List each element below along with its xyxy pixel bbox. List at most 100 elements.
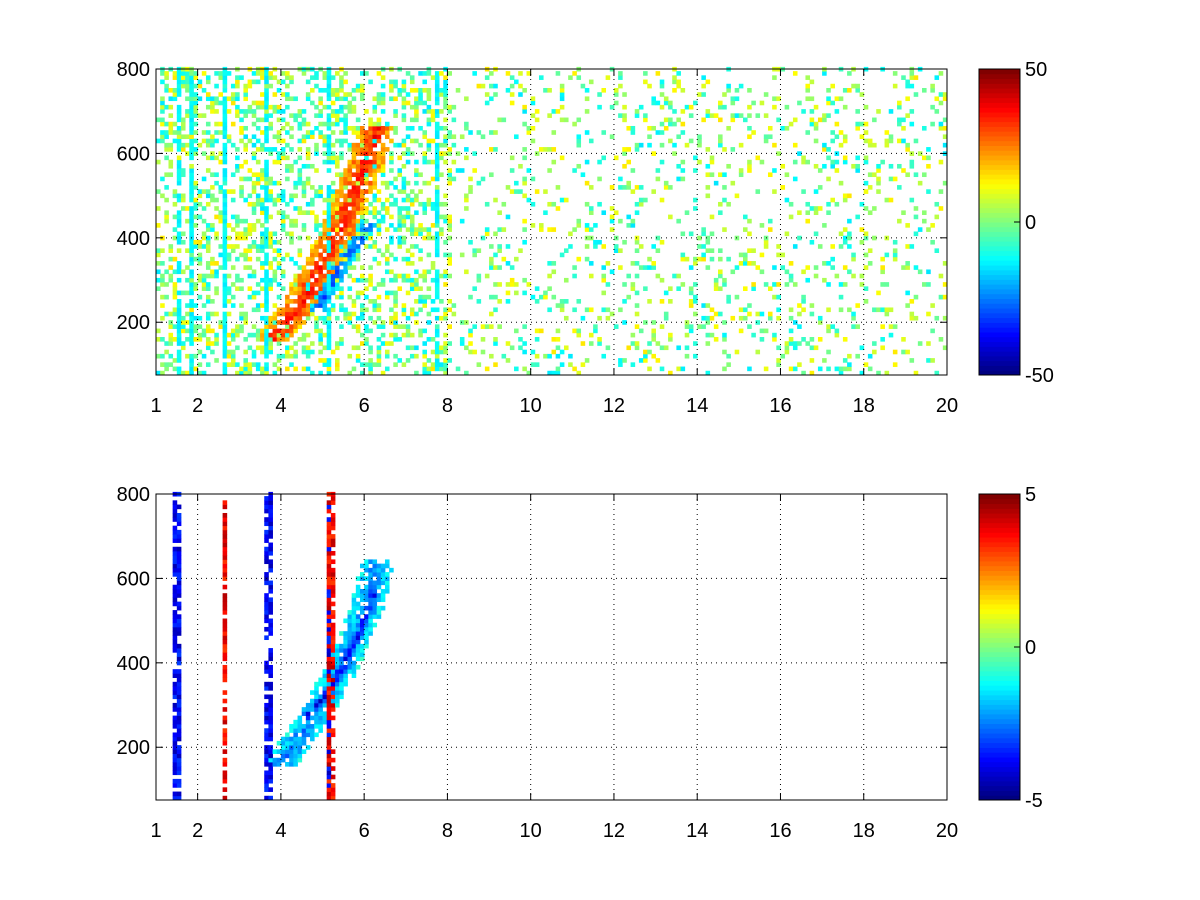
heatmap-cell: [160, 370, 165, 376]
heatmap-cell: [330, 593, 336, 598]
heatmap-cell: [630, 341, 636, 346]
colorbar-tick-label: 0: [1025, 212, 1036, 234]
heatmap-cell: [172, 686, 178, 691]
x-tick-label: 8: [442, 395, 453, 417]
heatmap-cell: [335, 206, 340, 211]
heatmap-cell: [418, 142, 423, 148]
heatmap-cell: [559, 362, 565, 367]
heatmap-cell: [176, 324, 182, 329]
heatmap-cell: [384, 269, 390, 275]
heatmap-cell: [863, 180, 869, 186]
heatmap-cell: [805, 277, 811, 283]
heatmap-cell: [222, 189, 228, 194]
heatmap-cell: [339, 180, 344, 186]
heatmap-cell: [335, 239, 340, 245]
heatmap-cell: [301, 282, 307, 287]
heatmap-cell: [347, 227, 353, 232]
heatmap-cell: [264, 783, 269, 788]
heatmap-cell: [443, 75, 448, 80]
heatmap-cells: [156, 66, 948, 376]
heatmap-cell: [364, 172, 369, 178]
heatmap-cell: [351, 87, 357, 93]
heatmap-cell: [368, 201, 373, 207]
heatmap-cell: [280, 210, 286, 216]
heatmap-cell: [247, 370, 253, 376]
heatmap-cell: [193, 328, 199, 334]
heatmap-cell: [251, 332, 257, 338]
heatmap-cell: [434, 286, 440, 291]
heatmap-cell: [489, 256, 494, 262]
heatmap-cell: [314, 719, 319, 725]
heatmap-cell: [326, 273, 332, 279]
heatmap-cell: [326, 307, 332, 313]
heatmap-cell: [863, 286, 869, 291]
heatmap-cell: [268, 622, 273, 628]
heatmap-cell: [205, 227, 211, 232]
heatmap-cell: [301, 269, 307, 275]
heatmap-cell: [722, 92, 727, 97]
heatmap-cell: [205, 75, 211, 80]
heatmap-cell: [430, 201, 436, 207]
heatmap-cell: [926, 311, 931, 317]
heatmap-cell: [276, 79, 282, 85]
heatmap-cell: [434, 197, 440, 203]
heatmap-cell: [222, 749, 228, 754]
heatmap-cell: [264, 303, 269, 308]
colorbar-swatch: [979, 317, 1020, 323]
heatmap-cell: [668, 370, 673, 376]
heatmap-cell: [222, 757, 228, 763]
heatmap-cell: [318, 252, 323, 258]
heatmap-cell: [355, 622, 361, 628]
x-tick-label: 12: [603, 820, 625, 842]
heatmap-cell: [326, 681, 332, 687]
heatmap-cell: [405, 277, 411, 283]
heatmap-cell: [205, 239, 211, 245]
heatmap-cell: [326, 96, 332, 102]
heatmap-cell: [189, 168, 194, 173]
heatmap-cell: [318, 681, 323, 687]
heatmap-cell: [938, 189, 944, 194]
heatmap-cell: [180, 328, 186, 334]
heatmap-cell: [226, 311, 232, 317]
heatmap-cell: [622, 185, 627, 190]
heatmap-cell: [676, 134, 681, 140]
heatmap-cell: [335, 656, 340, 662]
heatmap-cell: [368, 631, 373, 636]
heatmap-cell: [355, 117, 361, 123]
heatmap-cell: [651, 337, 656, 342]
heatmap-cell: [268, 239, 273, 245]
heatmap-cell: [409, 87, 415, 93]
heatmap-cell: [172, 639, 178, 645]
heatmap-cell: [393, 332, 398, 338]
heatmap-cell: [434, 79, 440, 85]
heatmap-cell: [318, 100, 323, 106]
heatmap-cell: [239, 231, 244, 237]
heatmap-cell: [551, 159, 557, 165]
heatmap-cell: [364, 626, 369, 632]
heatmap-cell: [355, 87, 361, 93]
heatmap-cell: [339, 185, 344, 190]
heatmap-cell: [189, 185, 194, 190]
heatmap-cell: [301, 138, 307, 144]
heatmap-cell: [314, 265, 319, 270]
heatmap-cell: [180, 231, 186, 237]
heatmap-cell: [622, 92, 627, 97]
heatmap-cell: [260, 185, 265, 190]
heatmap-cell: [397, 214, 403, 220]
heatmap-cell: [355, 185, 361, 190]
heatmap-cell: [264, 732, 269, 738]
colorbar-swatch: [979, 694, 1020, 701]
heatmap-cell: [426, 142, 432, 148]
heatmap-cell: [330, 189, 336, 194]
heatmap-cell: [688, 113, 694, 118]
heatmap-cell: [443, 125, 448, 131]
heatmap-cell: [847, 235, 852, 241]
heatmap-cell: [243, 362, 248, 367]
heatmap-cell: [205, 273, 211, 279]
heatmap-cell: [197, 252, 203, 258]
heatmap-cell: [439, 71, 444, 76]
heatmap-cell: [172, 757, 178, 763]
heatmap-cell: [834, 96, 840, 102]
heatmap-cell: [326, 711, 332, 716]
colorbar-swatch: [979, 145, 1020, 151]
